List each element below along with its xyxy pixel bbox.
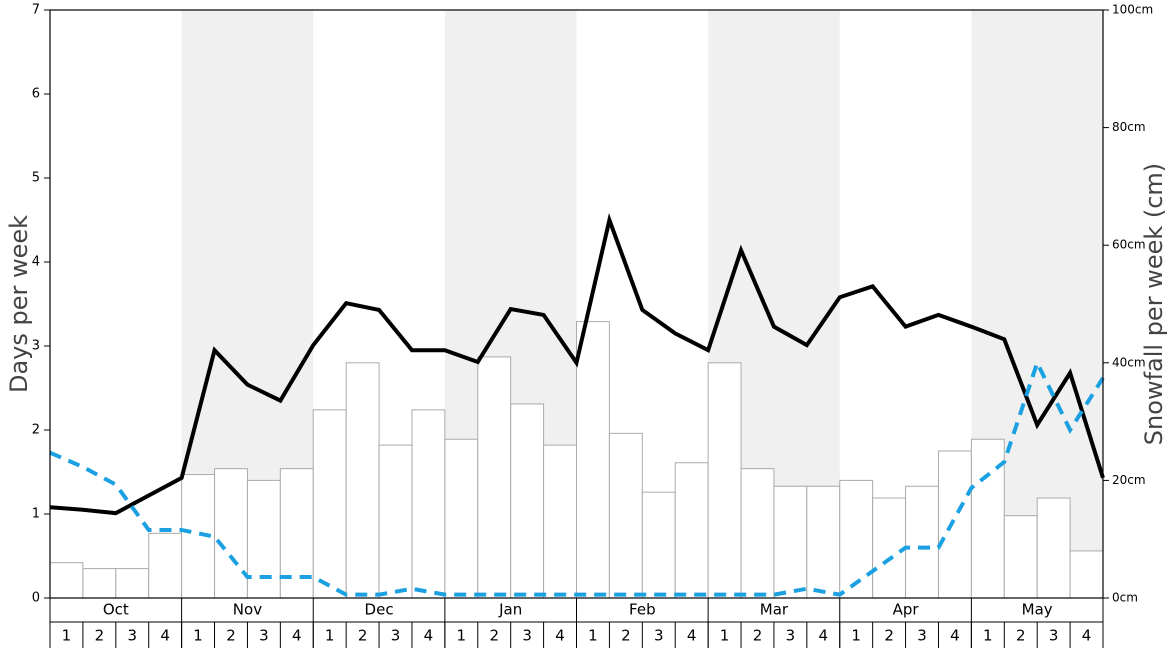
week-label: 3 — [391, 627, 401, 645]
bar — [773, 485, 808, 599]
bar — [740, 468, 775, 599]
bar — [115, 568, 150, 599]
bar — [608, 432, 643, 599]
bar — [576, 321, 610, 599]
week-label: 1 — [983, 627, 993, 645]
bar — [937, 450, 972, 599]
bar — [49, 562, 84, 599]
bar — [312, 409, 347, 599]
y-tick-label: 0 — [32, 591, 40, 606]
y2-tick-label: 100cm — [1112, 3, 1153, 17]
bar — [543, 444, 577, 599]
month-label: Oct — [103, 601, 129, 619]
bar — [246, 479, 281, 599]
y-axis-label: Days per week — [5, 215, 33, 393]
week-label: 1 — [325, 627, 335, 645]
week-label: 4 — [424, 627, 434, 645]
y-tick-label: 1 — [32, 507, 40, 522]
month-label: Apr — [893, 601, 920, 619]
y2-axis-label: Snowfall per week (cm) — [1140, 163, 1168, 445]
week-label: 2 — [226, 627, 236, 645]
week-label: 4 — [555, 627, 565, 645]
y-tick-label: 7 — [32, 3, 40, 18]
week-label: 4 — [1082, 627, 1092, 645]
line-series — [49, 357, 1105, 597]
week-label: 4 — [160, 627, 170, 645]
line-series — [49, 212, 1105, 516]
y2-tick-label: 40cm — [1112, 355, 1146, 369]
bar — [1036, 497, 1071, 599]
week-label: 4 — [819, 627, 829, 645]
bar — [970, 438, 1005, 599]
month-label: Dec — [365, 601, 394, 619]
y-tick-label: 5 — [32, 171, 40, 186]
week-label: 2 — [621, 627, 631, 645]
bar — [641, 491, 676, 599]
week-label: 4 — [687, 627, 697, 645]
bar — [444, 438, 479, 599]
week-label: 3 — [654, 627, 664, 645]
bar — [806, 485, 841, 599]
y-tick-label: 4 — [32, 255, 40, 270]
week-label: 3 — [259, 627, 269, 645]
week-label: 2 — [95, 627, 105, 645]
bar — [345, 362, 380, 599]
week-label: 4 — [292, 627, 302, 645]
week-label: 1 — [62, 627, 72, 645]
y-tick-label: 2 — [32, 423, 40, 438]
week-label: 3 — [917, 627, 927, 645]
bar — [872, 497, 907, 599]
y2-tick-label: 60cm — [1112, 238, 1146, 252]
week-label: 2 — [1016, 627, 1026, 645]
week-label: 2 — [489, 627, 499, 645]
month-label: Nov — [233, 601, 262, 619]
week-label: 3 — [786, 627, 796, 645]
bar — [905, 485, 939, 599]
week-label: 4 — [950, 627, 960, 645]
week-label: 2 — [358, 627, 368, 645]
month-label: Feb — [629, 601, 656, 619]
week-label: 3 — [522, 627, 532, 645]
week-label: 1 — [720, 627, 730, 645]
bar — [707, 362, 742, 599]
month-label: May — [1022, 601, 1053, 619]
bar — [214, 468, 248, 599]
bar — [1069, 550, 1104, 599]
week-label: 1 — [588, 627, 598, 645]
week-label: 2 — [753, 627, 763, 645]
y-tick-label: 3 — [32, 339, 40, 354]
week-label: 1 — [193, 627, 203, 645]
y2-tick-label: 80cm — [1112, 120, 1146, 134]
week-label: 1 — [851, 627, 861, 645]
y-tick-label: 6 — [32, 87, 40, 102]
month-label: Jan — [498, 601, 522, 619]
bar — [1003, 515, 1038, 599]
y2-tick-label: 0cm — [1112, 591, 1138, 605]
month-label: Mar — [760, 601, 789, 619]
bar — [839, 479, 874, 599]
bar — [674, 462, 709, 599]
week-label: 1 — [457, 627, 467, 645]
week-label: 2 — [884, 627, 894, 645]
week-label: 3 — [1049, 627, 1059, 645]
bar — [411, 409, 446, 599]
week-label: 3 — [127, 627, 137, 645]
bar — [477, 356, 512, 599]
bar — [378, 444, 413, 599]
bar — [148, 532, 183, 599]
bar — [510, 403, 545, 599]
bar — [82, 568, 117, 599]
y2-tick-label: 20cm — [1112, 473, 1146, 487]
